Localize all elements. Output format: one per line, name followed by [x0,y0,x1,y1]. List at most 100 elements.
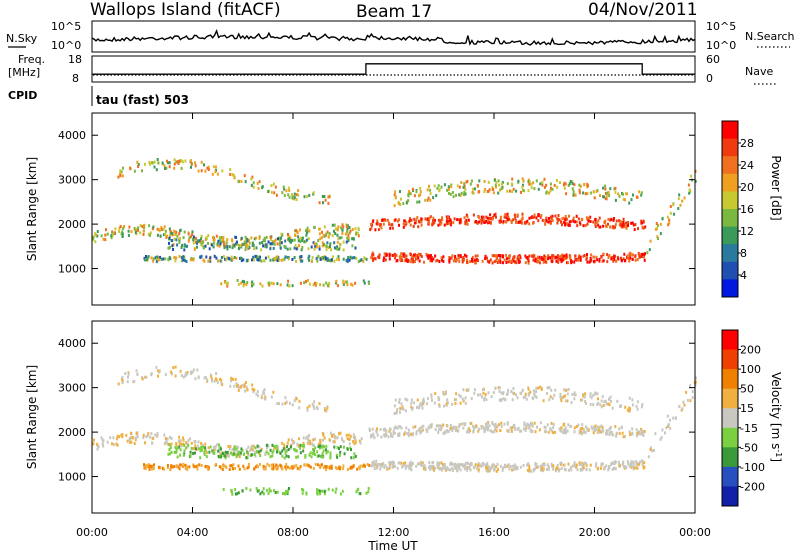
scatter-cell [437,461,440,465]
scatter-cell [490,395,493,399]
scatter-cell [178,159,181,163]
scatter-cell [214,464,217,467]
scatter-cell [235,445,238,449]
scatter-cell [631,403,634,407]
scatter-cell [450,185,453,189]
scatter-cell [689,399,692,403]
scatter-cell [575,214,578,218]
scatter-cell [541,183,544,187]
scatter-cell [600,462,603,466]
scatter-cell [625,466,628,470]
scatter-cell [313,226,316,229]
scatter-cell [287,233,290,237]
scatter-cell [209,256,212,260]
scatter-cell [207,446,210,450]
scatter-cell [214,444,217,448]
scatter-cell [445,402,448,406]
nsearch-label: N.Search [745,30,795,43]
scatter-cell [274,465,277,469]
scatter-cell [454,402,457,405]
colorbar-swatch [722,427,738,448]
scatter-cell [517,258,520,262]
scatter-cell [370,433,373,437]
scatter-cell [378,253,381,257]
scatter-cell [354,281,357,285]
scatter-cell [105,228,107,232]
scatter-cell [573,397,576,401]
scatter-cell [527,261,530,265]
scatter-cell [442,466,445,470]
scatter-cell [295,260,298,263]
scatter-cell [404,466,407,470]
scatter-cell [580,398,582,402]
scatter-cell [620,256,622,260]
scatter-cell [357,234,360,238]
scatter-cell [305,492,308,496]
scatter-cell [329,431,332,435]
scatter-cell [580,427,583,430]
scatter-cell [391,254,394,257]
scatter-cell [401,405,404,409]
scatter-cell [605,402,608,406]
scatter-cell [582,428,585,432]
scatter-cell [307,247,310,251]
scatter-cell [618,427,621,431]
scatter-cell [549,221,552,225]
scatter-cell [429,198,432,202]
scatter-cell [493,254,496,258]
scatter-cell [268,281,271,285]
scatter-cell [233,450,236,454]
scatter-cell [207,468,210,472]
scatter-cell [469,260,472,264]
scatter-cell [592,393,595,397]
scatter-cell [173,464,176,468]
nsky-scale-top: 10^5 [51,20,81,33]
scatter-cell [305,463,308,467]
scatter-cell [565,253,568,257]
scatter-cell [310,259,313,263]
scatter-cell [570,425,573,428]
scatter-cell [499,255,502,259]
scatter-cell [668,218,671,222]
scatter-cell [382,428,385,432]
scatter-cell [280,258,283,262]
scatter-cell [385,253,388,257]
scatter-cell [550,462,553,466]
y-tick-label: 1000 [58,263,86,276]
scatter-cell [486,422,489,425]
scatter-cell [405,201,408,205]
scatter-cell [394,253,397,257]
scatter-cell [500,425,503,428]
scatter-cell [121,230,124,234]
scatter-cell [464,220,467,224]
scatter-cell [609,187,612,191]
scatter-cell [128,437,131,440]
scatter-cell [594,464,597,468]
scatter-cell [323,436,326,440]
scatter-cell [350,465,353,469]
scatter-cell [464,187,467,191]
scatter-cell [269,448,272,452]
scatter-cell [575,220,578,224]
scatter-cell [128,225,131,229]
scatter-cell [415,190,418,194]
scatter-cell [133,226,136,230]
scatter-cell [628,409,631,413]
scatter-cell [341,489,344,493]
scatter-cell [530,186,533,190]
scatter-cell [633,228,636,232]
scatter-cell [466,215,469,219]
scatter-cell [318,402,321,406]
scatter-cell [212,235,214,239]
velocity-ylabel: Slant Range [km] [25,365,39,469]
scatter-cell [247,245,250,249]
scatter-cell [333,259,336,263]
scatter-cell [202,445,204,449]
scatter-cell [638,190,641,194]
scatter-cell [194,161,196,165]
scatter-cell [289,447,292,451]
scatter-cell [620,221,623,225]
scatter-cell [383,256,385,260]
scatter-cell [532,221,534,225]
scatter-cell [588,260,591,264]
